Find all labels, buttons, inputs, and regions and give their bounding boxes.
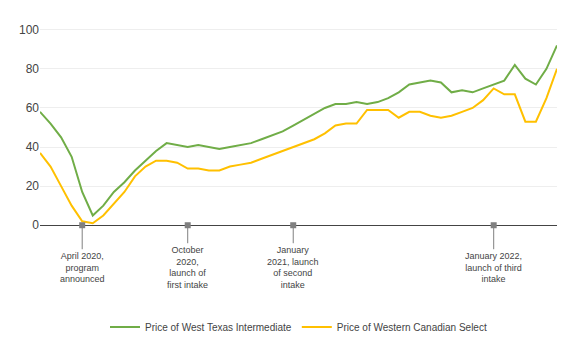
svg-text:20: 20 (26, 179, 40, 193)
svg-text:Price of West Texas Intermedia: Price of West Texas Intermediate (145, 322, 292, 333)
svg-text:60: 60 (26, 101, 40, 115)
svg-text:40: 40 (26, 140, 40, 154)
svg-text:80: 80 (26, 62, 40, 76)
svg-text:October2020,launch offirst int: October2020,launch offirst intake (167, 245, 208, 290)
svg-text:April 2020,programannounced: April 2020,programannounced (60, 251, 105, 284)
svg-text:100: 100 (19, 23, 39, 37)
svg-text:Price of Western Canadian Sele: Price of Western Canadian Select (337, 322, 487, 333)
svg-text:January 2022,launch of thirdin: January 2022,launch of thirdintake (465, 251, 522, 284)
svg-text:0: 0 (32, 218, 39, 232)
svg-text:January2021, launchof secondin: January2021, launchof secondintake (267, 245, 319, 290)
